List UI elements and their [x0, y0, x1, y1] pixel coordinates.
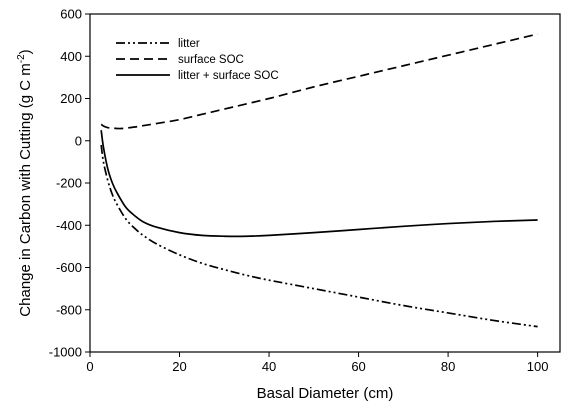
- x-tick-label: 40: [262, 359, 276, 374]
- x-tick-label: 100: [527, 359, 549, 374]
- litter-series-line: [100, 144, 538, 328]
- x-tick-label: 60: [351, 359, 365, 374]
- plot-area-frame: [89, 13, 561, 353]
- y-tick-label: -200: [56, 176, 82, 191]
- litter-plus-surface-soc-series-line: [100, 130, 538, 238]
- y-tick-label: 0: [75, 133, 82, 148]
- y-tick-label: -800: [56, 302, 82, 317]
- y-axis-title-superscript: -2: [16, 54, 27, 63]
- y-tick-label: -1000: [49, 345, 82, 360]
- y-tick-label: 600: [60, 7, 82, 22]
- y-tick-label: 400: [60, 49, 82, 64]
- y-tick-label: 200: [60, 91, 82, 106]
- legend-item-surface-soc-label: surface SOC: [178, 54, 244, 66]
- legend-item-litter-label: litter: [178, 38, 200, 50]
- y-tick-label: -400: [56, 218, 82, 233]
- y-axis-title-prefix: Change in Carbon with Cutting (g C m: [17, 63, 34, 316]
- y-axis-title: Change in Carbon with Cutting (g C m-2): [16, 49, 34, 316]
- legend-item-litter-plus-surface-soc-label: litter + surface SOC: [178, 70, 279, 82]
- x-tick-label: 20: [172, 359, 186, 374]
- x-axis-title: Basal Diameter (cm): [257, 385, 394, 402]
- x-tick-label: 0: [86, 359, 93, 374]
- surface-soc-series-line: [100, 33, 538, 130]
- y-axis-title-suffix: ): [17, 49, 34, 54]
- x-tick-label: 80: [441, 359, 455, 374]
- y-tick-label: -600: [56, 260, 82, 275]
